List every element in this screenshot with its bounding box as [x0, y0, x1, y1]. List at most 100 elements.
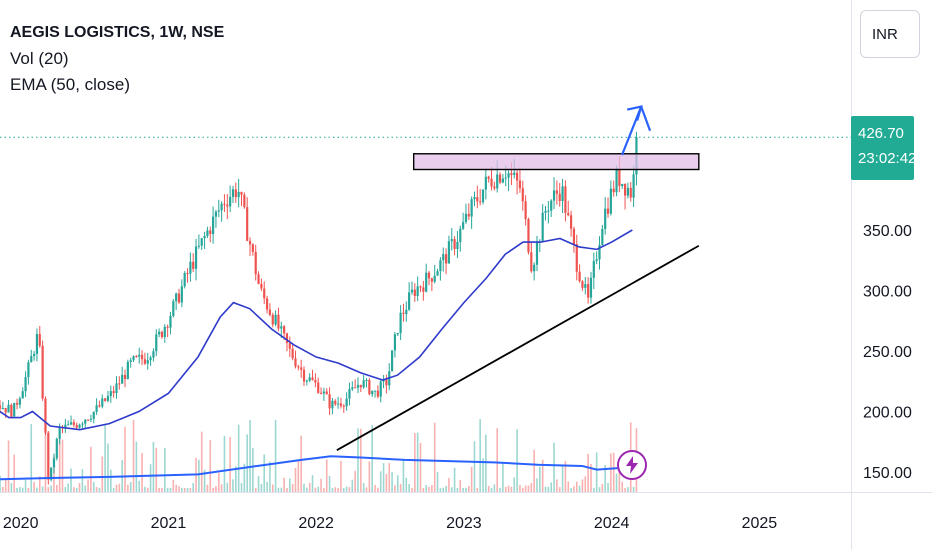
candle-body: [50, 467, 53, 480]
candle-body: [356, 384, 360, 388]
volume-bar: [53, 455, 55, 492]
volume-bar: [303, 483, 305, 492]
candle-body: [4, 408, 7, 413]
candle-body: [47, 432, 50, 480]
candle-body: [214, 211, 218, 217]
volume-bar: [399, 483, 402, 492]
volume-bar: [183, 488, 186, 492]
candle-body: [13, 402, 16, 417]
volume-bar: [405, 477, 408, 492]
volume-bar: [445, 485, 447, 492]
volume-bar: [4, 478, 7, 492]
candle-body: [300, 367, 303, 370]
volume-bar: [115, 484, 118, 492]
candle-body: [240, 192, 243, 195]
y-tick-label: 200.00: [863, 405, 912, 422]
candle-body: [220, 203, 223, 211]
candle-body: [371, 390, 374, 395]
candle-body: [524, 201, 527, 220]
candle-body: [402, 312, 405, 315]
candle-body: [399, 312, 402, 334]
alert-bolt-icon[interactable]: [617, 450, 647, 480]
volume-bar: [33, 481, 35, 492]
volume-bar: [368, 461, 371, 492]
candle-body: [615, 168, 618, 193]
volume-bar: [431, 484, 433, 492]
candle-body: [459, 228, 462, 242]
volume-bar: [260, 483, 263, 492]
volume-bar: [223, 435, 226, 492]
volume-bar: [411, 487, 413, 492]
volume-bar: [533, 449, 535, 492]
volume-indicator-label[interactable]: Vol (20): [10, 49, 69, 68]
volume-bar: [558, 487, 561, 492]
candle-body: [92, 411, 95, 419]
candle-body: [203, 236, 206, 239]
volume-bar: [13, 454, 16, 492]
candle-body: [317, 382, 320, 393]
volume-bar: [374, 484, 376, 492]
volume-bar: [7, 440, 10, 492]
volume-bar: [90, 446, 92, 492]
volume-bar: [240, 482, 243, 492]
resistance-zone: [412, 153, 700, 171]
volume-bar: [152, 441, 155, 492]
volume-bar: [186, 487, 189, 492]
candle-body: [211, 216, 215, 235]
candle-body: [294, 358, 297, 367]
volume-bar: [513, 477, 516, 492]
candle-body: [254, 251, 257, 275]
candle-body: [177, 293, 181, 303]
volume-bar: [178, 486, 180, 492]
volume-bar: [476, 488, 479, 492]
candle-body: [484, 176, 487, 190]
volume-bar: [567, 481, 570, 492]
volume-bar: [61, 439, 64, 492]
candle-body: [257, 274, 260, 284]
ema-indicator-label[interactable]: EMA (50, close): [10, 75, 130, 94]
candle-body: [27, 362, 30, 378]
candle-body: [632, 174, 635, 198]
candle-body: [595, 259, 598, 262]
last-price-tag: 426.70 23:02:42: [851, 116, 916, 180]
volume-bar: [155, 447, 158, 492]
volume-bar: [450, 487, 453, 492]
volume-bar: [192, 483, 195, 492]
volume-bar: [524, 485, 527, 492]
symbol-title[interactable]: AEGIS LOGISTICS, 1W, NSE: [10, 24, 225, 41]
candle-body: [513, 172, 516, 175]
volume-bar: [573, 486, 575, 492]
candle-body: [612, 188, 615, 193]
volume-bar: [141, 453, 143, 492]
candle-body: [32, 353, 36, 357]
volume-bar: [263, 454, 266, 492]
candle-body: [52, 458, 56, 468]
currency-label: INR: [872, 25, 898, 43]
candle-body: [302, 369, 306, 382]
candle-body: [533, 264, 536, 272]
volume-bar: [578, 485, 581, 492]
candle-body: [38, 334, 41, 346]
candle-body: [442, 254, 445, 261]
candle-body: [521, 188, 524, 202]
volume-bar: [58, 432, 61, 492]
candle-body: [58, 427, 61, 439]
volume-bar: [402, 459, 405, 492]
volume-bar: [132, 419, 135, 492]
candle-body: [385, 379, 388, 386]
volume-bar: [169, 487, 172, 492]
volume-bar: [317, 486, 320, 492]
candle-body: [552, 190, 556, 201]
candle-body: [425, 272, 428, 292]
volume-bar: [482, 458, 484, 492]
candle-body: [373, 390, 377, 392]
currency-button[interactable]: INR: [860, 10, 920, 58]
candle-body: [476, 197, 479, 202]
volume-bar: [271, 484, 274, 492]
candle-body: [501, 178, 504, 183]
volume-bar: [112, 487, 115, 492]
candles: [0, 131, 638, 485]
volume-bar: [81, 469, 84, 492]
volume-bar: [311, 475, 314, 492]
